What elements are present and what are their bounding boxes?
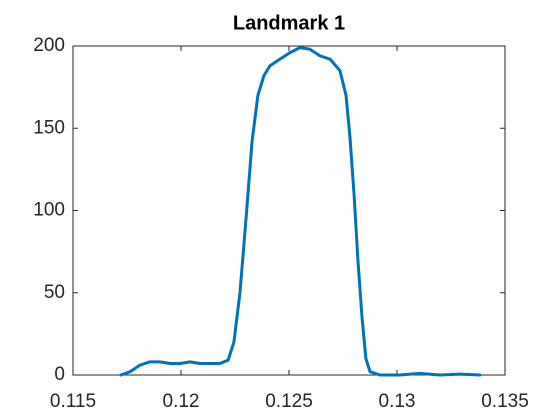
y-tick-label: 0	[54, 364, 65, 385]
y-tick-label: 50	[44, 282, 65, 303]
x-tick-label: 0.125	[265, 391, 313, 412]
y-tick-label: 200	[33, 35, 65, 56]
x-tick-label: 0.13	[379, 391, 416, 412]
x-tick-label: 0.12	[163, 391, 200, 412]
x-tick-label: 0.115	[50, 391, 96, 412]
y-tick-label: 100	[33, 200, 65, 221]
x-tick-label: 0.135	[481, 391, 529, 412]
data-line	[119, 46, 482, 377]
chart-title: Landmark 1	[233, 12, 345, 34]
y-tick-label: 150	[33, 117, 65, 138]
